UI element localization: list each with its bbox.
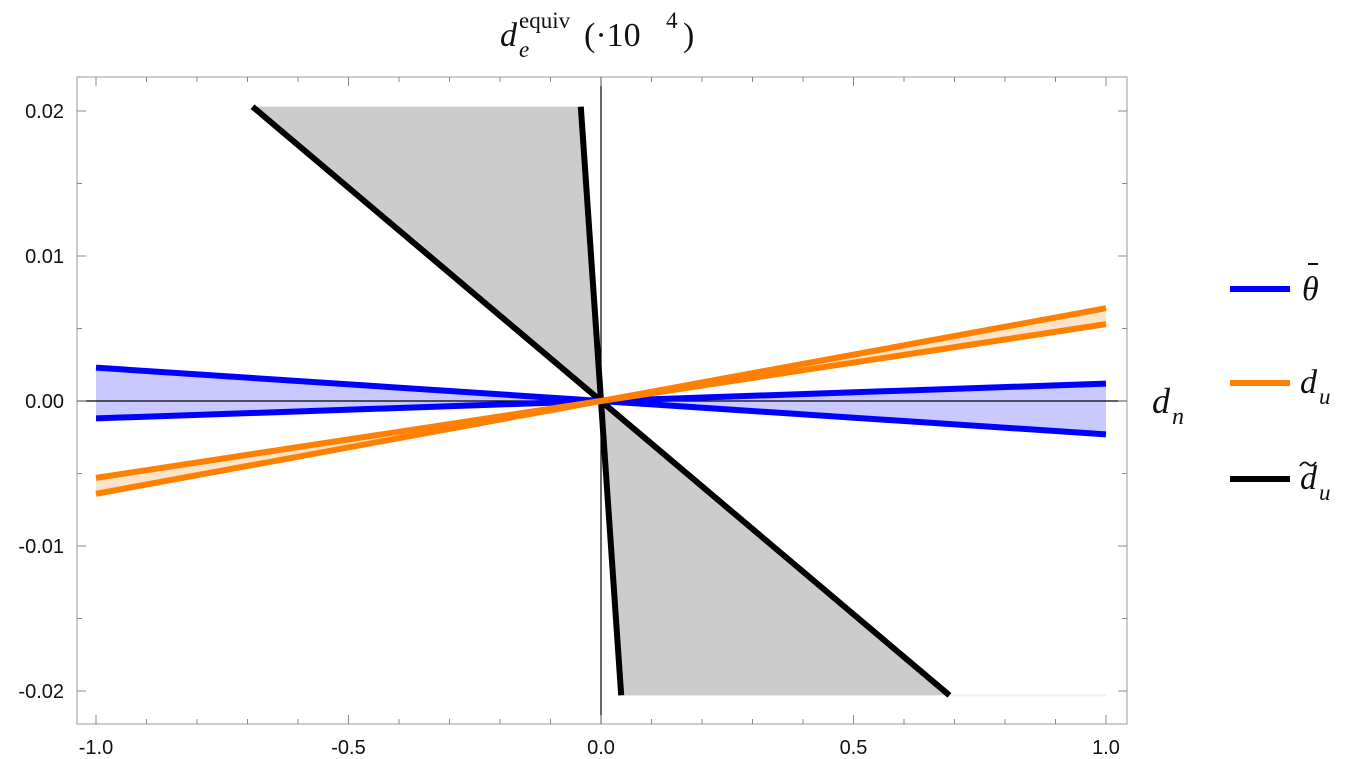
legend-item-theta: θ bbox=[1230, 263, 1319, 308]
title-superscript: equiv bbox=[519, 8, 571, 33]
title-scale: (·10 bbox=[584, 17, 641, 54]
xlabel-d: d bbox=[1152, 381, 1171, 421]
legend-tilde-accent bbox=[1299, 461, 1317, 467]
x-tick-label: -1.0 bbox=[79, 737, 113, 759]
x-axis-label: d n bbox=[1152, 381, 1184, 430]
chart-title: d e equiv (·10 4 ) bbox=[500, 8, 694, 62]
legend-label-dutilde-sub: u bbox=[1319, 480, 1331, 505]
legend: θ d u d u bbox=[1230, 263, 1331, 505]
title-close-paren: ) bbox=[683, 17, 694, 54]
y-tick-label: 0.00 bbox=[25, 391, 64, 413]
legend-label-theta: θ bbox=[1302, 271, 1319, 308]
legend-item-du: d u bbox=[1230, 364, 1331, 409]
series-lines bbox=[95, 104, 1107, 698]
title-d: d bbox=[500, 17, 518, 54]
y-tick-label: -0.02 bbox=[18, 681, 64, 703]
series-line-du-2 bbox=[95, 321, 1107, 481]
ticks: -1.0 -0.5 0.0 0.5 1.0 -0.02 -0.01 0.00 0.01 0.02 bbox=[18, 77, 1127, 759]
x-tick-label: 0.5 bbox=[840, 737, 868, 759]
x-tick-label: -0.5 bbox=[331, 737, 365, 759]
y-tick-label: -0.01 bbox=[18, 536, 64, 558]
x-tick-label: 0.0 bbox=[587, 737, 615, 759]
xlabel-subscript: n bbox=[1172, 404, 1184, 430]
legend-item-du-tilde: d u bbox=[1230, 460, 1331, 505]
y-tick-label: 0.01 bbox=[25, 246, 64, 268]
legend-label-dutilde-d: d bbox=[1300, 460, 1318, 497]
legend-label-du-sub: u bbox=[1319, 384, 1331, 409]
legend-label-du-d: d bbox=[1300, 364, 1318, 401]
title-exponent: 4 bbox=[666, 8, 678, 33]
y-tick-label: 0.02 bbox=[25, 101, 64, 123]
title-subscript: e bbox=[519, 37, 529, 62]
x-tick-label: 1.0 bbox=[1092, 737, 1120, 759]
